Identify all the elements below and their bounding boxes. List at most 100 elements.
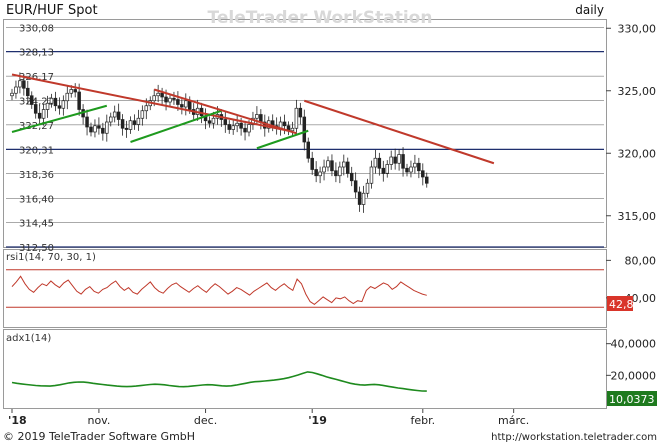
period-label: daily: [575, 3, 604, 17]
candle-body: [136, 117, 141, 125]
candle-body: [184, 100, 188, 108]
candle-body: [381, 167, 386, 174]
candle-body: [290, 127, 295, 132]
candle-body: [112, 111, 117, 118]
candle-body: [41, 109, 46, 119]
rsi-bands: [6, 269, 604, 308]
candle-body: [116, 111, 121, 120]
candle-body: [188, 100, 192, 110]
candle-body: [207, 120, 212, 124]
candle-body: [89, 126, 93, 133]
candle-body: [69, 89, 73, 94]
price-level-label: 316,40: [19, 194, 54, 205]
price-level-label: 330,08: [19, 23, 54, 34]
uptrend-line: [256, 129, 309, 150]
candle-body: [73, 89, 77, 93]
candle-body: [298, 107, 303, 118]
candle-body: [227, 124, 232, 130]
x-axis-tick-label: '18: [8, 414, 27, 427]
candle-body: [53, 97, 58, 107]
candle-body: [235, 122, 239, 127]
rsi-last-value: 42,8: [609, 298, 634, 311]
candle-body: [30, 95, 34, 105]
candle-body: [105, 121, 109, 134]
copyright-text: © 2019 TeleTrader Software GmbH: [3, 430, 195, 443]
downtrend-line: [11, 73, 289, 132]
candle-body: [61, 100, 66, 109]
candle-body: [77, 91, 81, 110]
candle-body: [330, 160, 334, 172]
candle-body: [120, 119, 125, 129]
candle-body: [160, 92, 164, 98]
price-level-label: 326,17: [19, 72, 54, 83]
candle-body: [176, 99, 180, 105]
candle-body: [425, 176, 429, 184]
candle-body: [85, 116, 89, 128]
candle-body: [413, 162, 417, 168]
candle-body: [156, 92, 160, 97]
adx-line: [11, 371, 427, 392]
candle-body: [33, 104, 38, 114]
watermark: TeleTrader WorkStation: [208, 8, 433, 28]
candle-body: [346, 161, 350, 174]
candle-body: [22, 80, 26, 89]
x-axis-tick-label: márc.: [498, 414, 529, 427]
candle-body: [152, 95, 156, 102]
candle-body: [239, 122, 243, 129]
x-axis: '18 nov. dec. '19 febr. márc.: [8, 409, 529, 427]
adx-axis-tick-label: 40,0000: [611, 338, 657, 351]
candle-body: [144, 105, 149, 112]
candle-body: [421, 170, 425, 178]
price-axis-tick-label: 315,00: [618, 210, 657, 223]
candle-body: [357, 191, 362, 205]
uptrend-line: [130, 109, 222, 143]
downtrend-line: [153, 88, 297, 135]
adx-value-badge: [607, 391, 657, 406]
candle-body: [306, 141, 311, 159]
price-axis-tick-label: 330,00: [618, 22, 657, 35]
price-level-lines: 330,08 328,13 326,17 324,22 322,27 320,31 318,…: [6, 23, 604, 254]
candle-body: [353, 180, 358, 193]
candle-body: [101, 127, 105, 134]
candle-body: [318, 171, 322, 177]
candle-body: [37, 112, 42, 119]
instrument-title: EUR/HUF Spot: [6, 3, 98, 18]
downtrend-line: [303, 99, 495, 165]
candle-body: [211, 117, 216, 124]
candle-body: [361, 192, 366, 205]
candle-body: [369, 166, 374, 184]
candle-body: [326, 160, 330, 168]
candle-body: [49, 97, 54, 104]
adx-last-value: 10,0373: [609, 393, 655, 406]
candle-body: [409, 166, 413, 173]
candle-body: [294, 107, 299, 129]
candle-body: [223, 119, 228, 125]
candle-body: [365, 182, 370, 194]
candle-body: [282, 121, 287, 127]
adx-axis-tick-label: 20,0000: [611, 369, 657, 382]
candle-body: [401, 154, 405, 169]
candle-body: [405, 167, 409, 173]
candle-body: [302, 116, 307, 143]
candle-body: [45, 102, 50, 110]
candle-body: [255, 114, 259, 119]
rsi-value-badge: [607, 296, 633, 311]
candle-body: [231, 125, 235, 130]
x-axis-tick-label: '19: [308, 414, 327, 427]
candle-body: [373, 157, 378, 168]
candle-body: [247, 124, 251, 133]
candle-body: [259, 114, 263, 123]
candle-body: [322, 166, 326, 173]
candle-body: [93, 125, 97, 133]
price-axis: 330,00 325,00 320,00 315,00: [606, 22, 656, 223]
candle-body: [14, 86, 18, 94]
candle-body: [65, 92, 70, 102]
price-level-label: 322,27: [19, 121, 54, 132]
price-level-label: 312,50: [19, 243, 54, 254]
candle-body: [314, 169, 318, 177]
candle-body: [140, 110, 145, 119]
candle-body: [243, 127, 247, 133]
candle-body: [389, 156, 393, 165]
price-level-label: 328,13: [19, 48, 54, 59]
